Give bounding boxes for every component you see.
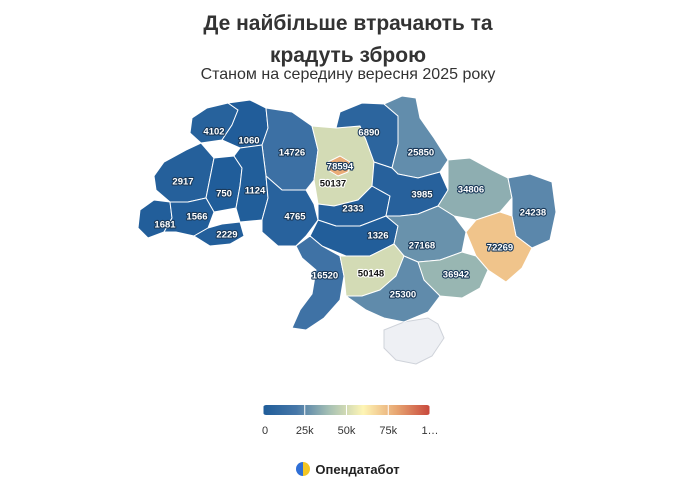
value-labels-layer: 4102 1060 14726 50137 78594 6890 25850 2917 750 1… [153, 125, 547, 301]
legend-tick-label: 25k [296, 425, 314, 437]
legend-tick-label: 75k [379, 425, 397, 437]
legend-ticks: 0 25k 50k 75k 1… [262, 405, 439, 437]
region-value-label-luhansk: 24238 [520, 208, 546, 219]
region-value-label-kyiv-oblast: 50137 [320, 179, 346, 190]
region-value-label-kirovohrad: 1326 [367, 231, 388, 242]
legend-tick-label: 1… [421, 425, 438, 437]
region-value-label-sumy: 25850 [408, 148, 434, 159]
region-value-label-chernivtsi: 2229 [216, 230, 237, 241]
color-legend: 0 25k 50k 75k 1… [262, 405, 439, 437]
page-title: Де найбільше втрачають та крадуть зброю [0, 8, 696, 72]
region-kherson[interactable] [345, 255, 441, 323]
region-value-label-rivne: 1060 [238, 136, 259, 147]
region-odesa[interactable] [291, 235, 345, 331]
region-vinnytsia[interactable] [261, 175, 319, 247]
region-value-label-poltava: 3985 [411, 190, 433, 201]
regions-layer [137, 95, 557, 365]
region-lviv[interactable] [153, 142, 215, 203]
region-value-label-ivano-frankivsk: 1566 [186, 212, 207, 223]
title-line-2: крадуть зброю [269, 44, 427, 67]
region-value-label-zhytomyr: 14726 [279, 148, 305, 159]
region-value-label-lviv: 2917 [172, 177, 193, 188]
region-value-label-zaporizhzhia: 36942 [443, 270, 469, 281]
region-kyiv-city[interactable] [327, 155, 351, 177]
region-value-label-dnipro: 27168 [409, 241, 435, 252]
region-value-label-odesa: 16520 [312, 271, 338, 282]
region-value-label-volyn: 4102 [203, 127, 224, 138]
region-donetsk[interactable] [465, 211, 533, 283]
legend-tick-label: 0 [262, 425, 268, 437]
region-value-label-kyiv-city: 78594 [327, 162, 354, 173]
region-value-label-cherkasy: 2333 [342, 204, 363, 215]
region-value-label-zakarpattia: 1681 [154, 220, 176, 231]
region-value-label-ternopil: 750 [216, 189, 232, 200]
region-value-label-kherson: 25300 [390, 290, 416, 301]
region-value-label-mykolaiv: 50148 [358, 269, 384, 280]
title-line-1: Де найбільше втрачають та [203, 12, 493, 35]
page-subtitle: Станом на середину вересня 2025 року [200, 66, 496, 83]
legend-tick-label: 50k [338, 425, 356, 437]
region-luhansk[interactable] [507, 173, 557, 249]
region-crimea [383, 317, 445, 365]
region-value-label-chernihiv: 6890 [358, 128, 379, 139]
region-value-label-vinnytsia: 4765 [284, 212, 306, 223]
brand-name: Опендатабот [315, 462, 400, 477]
region-chernivtsi[interactable] [193, 221, 245, 247]
region-value-label-khmelnytskyi: 1124 [245, 186, 266, 197]
brand-logo-icon [296, 462, 311, 476]
brand-footer: Опендатабот [0, 462, 696, 477]
region-value-label-kharkiv: 34806 [458, 185, 484, 196]
region-value-label-donetsk: 72269 [487, 243, 513, 254]
